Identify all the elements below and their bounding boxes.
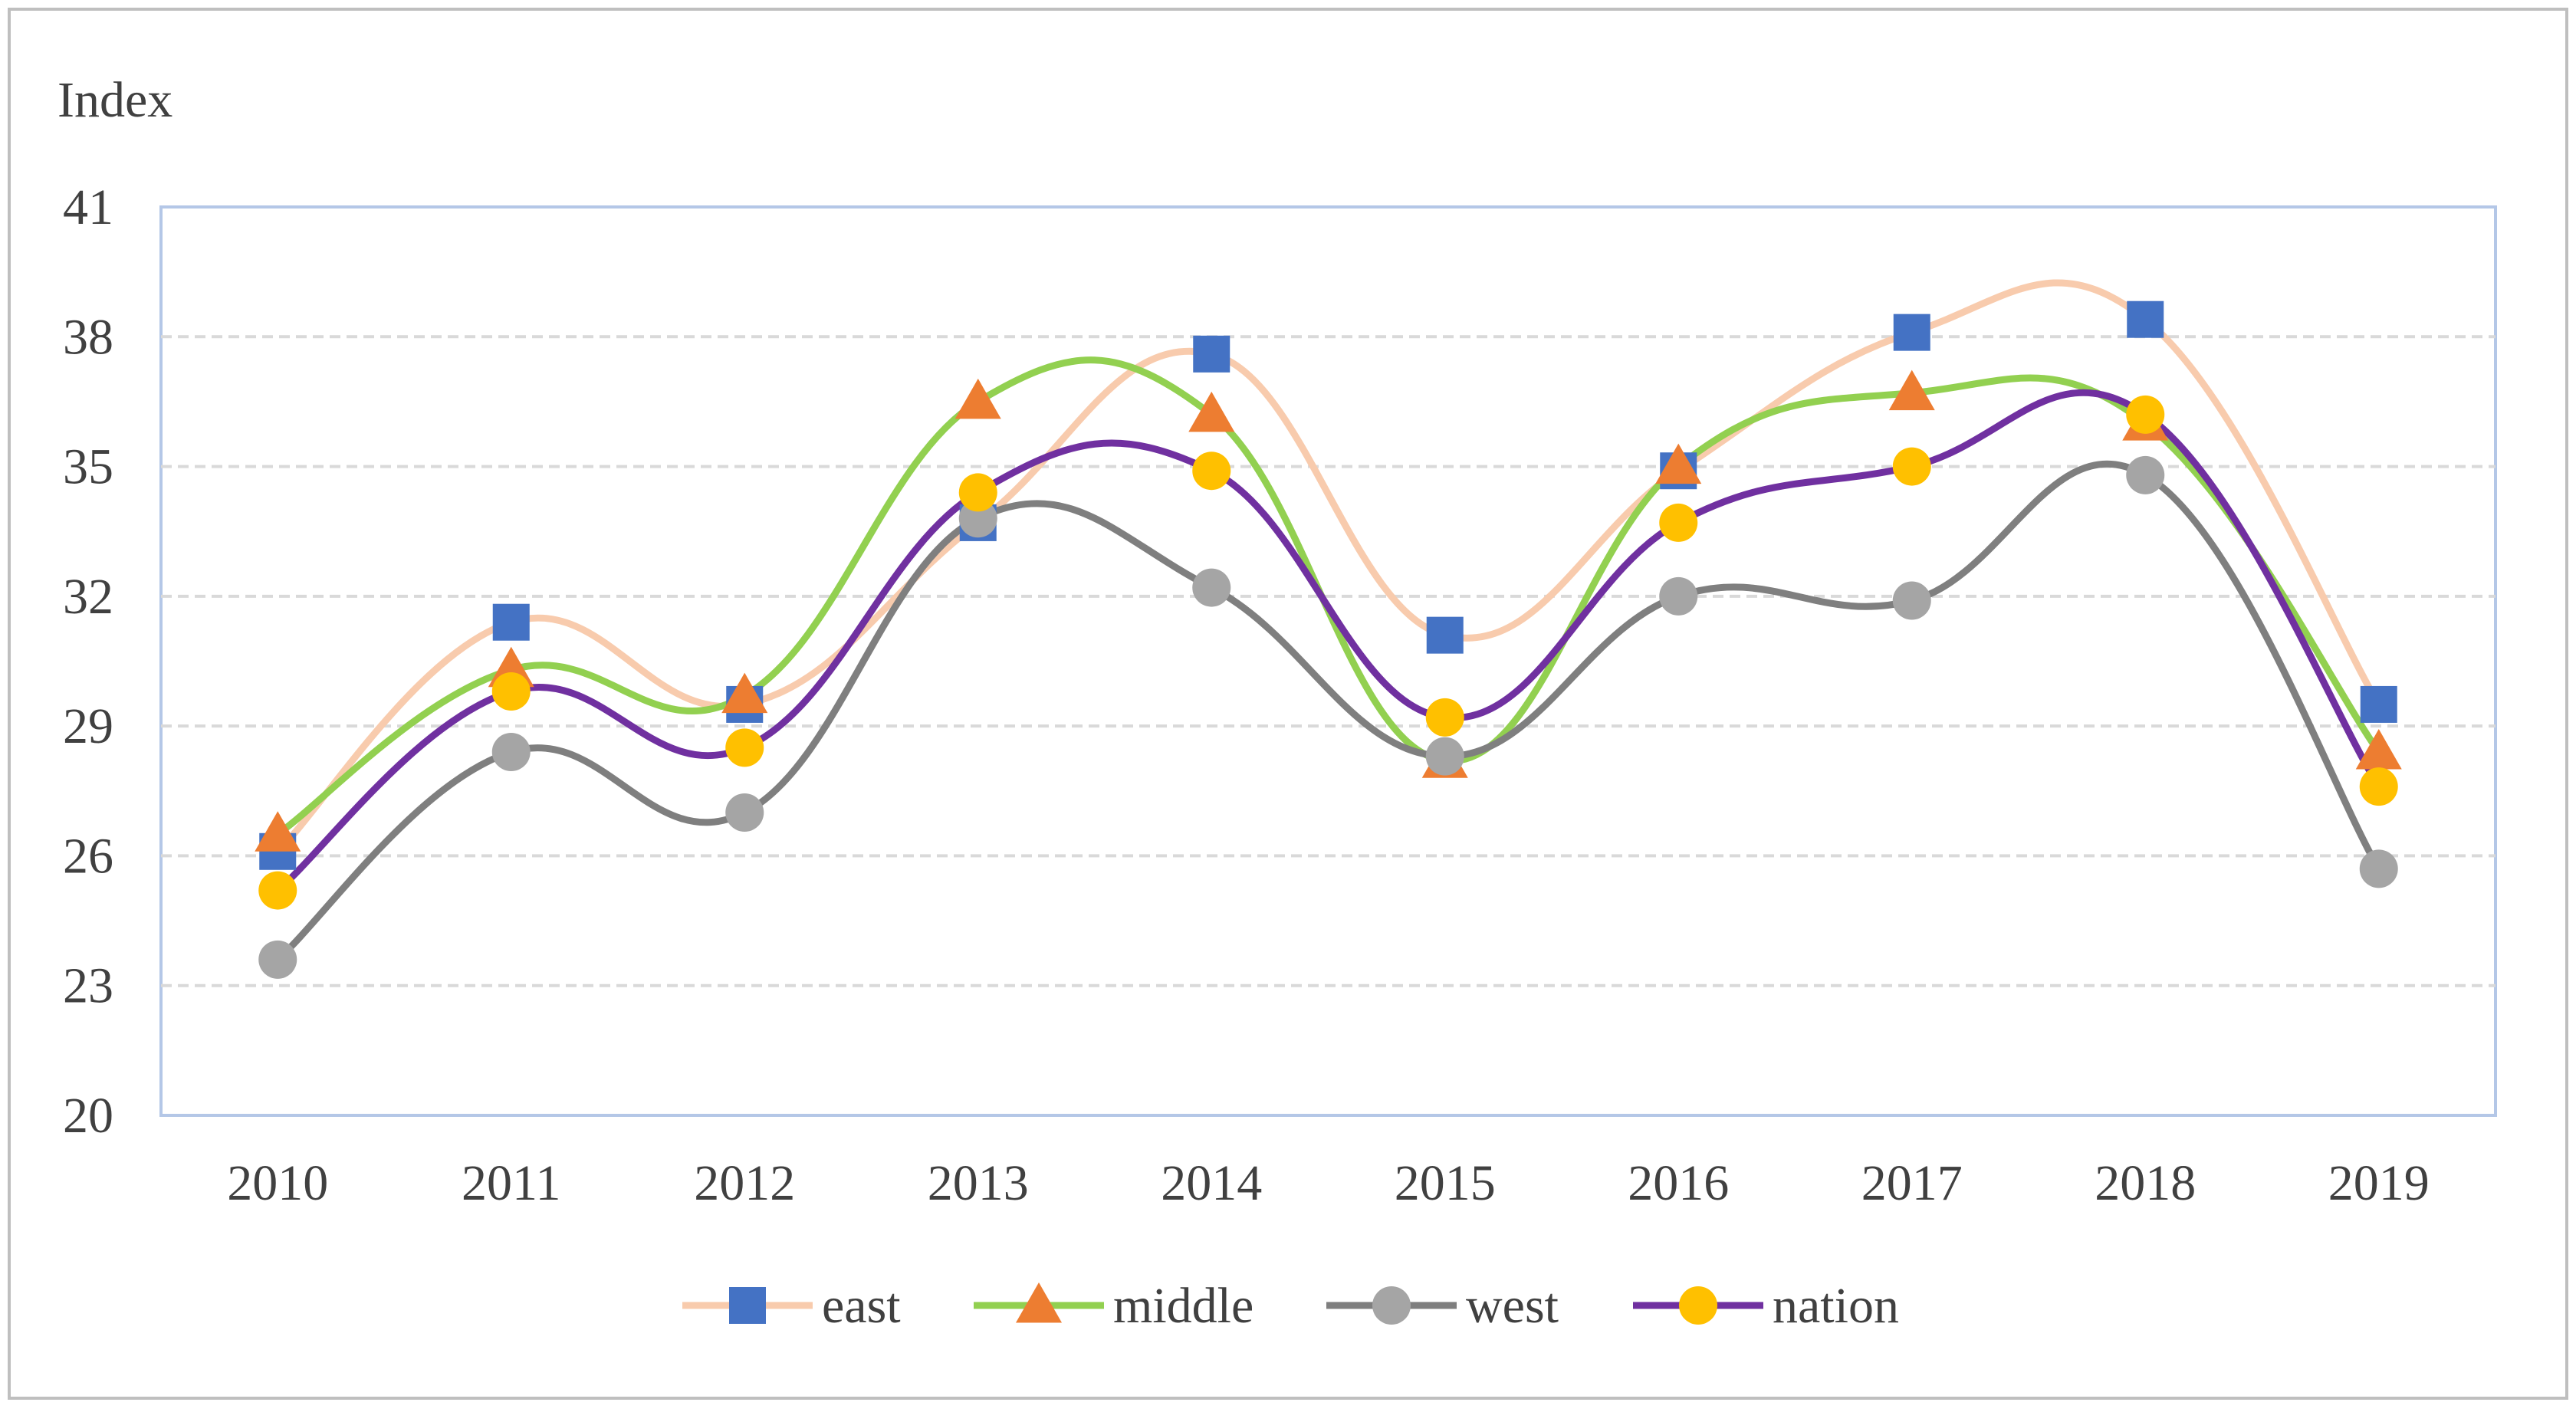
y-tick-label: 23: [63, 958, 113, 1014]
series-lines: [274, 279, 2383, 964]
series-line-middle: [274, 356, 2383, 838]
data-point-middle: [255, 811, 301, 852]
data-point-middle: [721, 672, 768, 714]
legend-marker-nation: [1679, 1286, 1717, 1325]
series-markers: [255, 300, 2402, 979]
data-point-west: [1192, 568, 1231, 607]
data-point-middle: [1188, 391, 1235, 432]
x-axis: 2010 2011 2012 2013 2014 2015 2016 2017 2018 2019: [227, 1155, 2430, 1211]
data-point-middle: [1655, 443, 1702, 484]
data-point-east: [2127, 300, 2164, 338]
legend-marker-east: [729, 1287, 766, 1324]
data-point-west: [725, 793, 764, 832]
series-line-west: [274, 460, 2383, 964]
legend-marker-west: [1372, 1286, 1411, 1325]
x-tick-label: 2018: [2095, 1155, 2196, 1211]
y-tick-label: 35: [63, 439, 113, 495]
legend-label-west: west: [1466, 1278, 1559, 1334]
data-point-nation: [725, 728, 764, 767]
series-line-east: [274, 279, 2383, 855]
data-point-nation: [1192, 452, 1231, 491]
y-tick-label: 26: [63, 828, 113, 884]
data-point-west: [2359, 849, 2398, 888]
data-point-east: [492, 603, 530, 641]
y-axis-label: Index: [58, 72, 172, 128]
x-tick-label: 2010: [227, 1155, 328, 1211]
y-axis: 20 23 26 29 32 35 38 41: [63, 179, 113, 1144]
data-point-middle: [2355, 729, 2402, 770]
data-point-east: [1893, 314, 1930, 351]
data-point-west: [2126, 455, 2165, 494]
data-point-west: [491, 733, 531, 771]
legend-label-middle: middle: [1113, 1278, 1254, 1334]
x-tick-label: 2016: [1628, 1155, 1729, 1211]
data-point-west: [1892, 581, 1931, 620]
y-tick-label: 41: [63, 179, 113, 235]
plot-area: [159, 205, 2497, 1117]
legend: east middle west nation: [682, 1278, 1899, 1334]
data-point-west: [1659, 576, 1698, 616]
x-tick-label: 2019: [2328, 1155, 2430, 1211]
legend-label-nation: nation: [1773, 1278, 1899, 1334]
data-point-east: [1193, 335, 1230, 373]
data-point-nation: [958, 473, 997, 512]
legend-label-east: east: [822, 1278, 901, 1334]
x-tick-label: 2015: [1395, 1155, 1496, 1211]
x-tick-label: 2012: [694, 1155, 795, 1211]
plot-frame: [159, 205, 2497, 1117]
data-point-nation: [2126, 395, 2165, 434]
data-point-nation: [2359, 767, 2398, 806]
series-line-nation: [274, 389, 2383, 895]
data-point-nation: [258, 871, 297, 910]
y-tick-label: 29: [63, 698, 113, 754]
x-tick-label: 2011: [462, 1155, 561, 1211]
data-point-west: [258, 940, 297, 979]
data-point-east: [2360, 685, 2397, 723]
data-point-nation: [1892, 447, 1931, 486]
data-point-middle: [955, 378, 1001, 419]
y-tick-label: 20: [63, 1088, 113, 1144]
data-point-middle: [1888, 369, 1935, 411]
data-point-nation: [1659, 503, 1698, 542]
data-point-east: [1426, 616, 1464, 654]
x-tick-label: 2014: [1161, 1155, 1262, 1211]
x-tick-label: 2013: [928, 1155, 1029, 1211]
data-point-nation: [491, 672, 531, 711]
data-point-nation: [1425, 698, 1464, 737]
legend-marker-middle: [1016, 1282, 1062, 1323]
y-tick-label: 38: [63, 309, 113, 365]
x-tick-label: 2017: [1861, 1155, 1963, 1211]
y-tick-label: 32: [63, 569, 113, 625]
data-point-west: [1425, 737, 1464, 776]
